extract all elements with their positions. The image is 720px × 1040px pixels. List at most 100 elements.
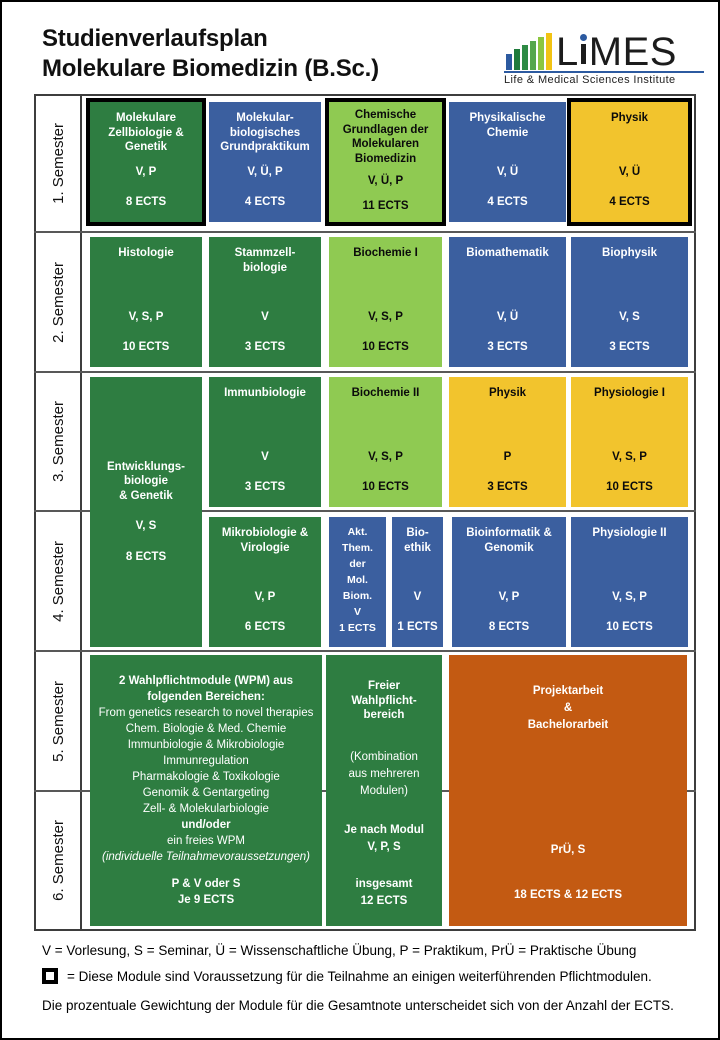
module-freier-wahlpflichtbereich: Freier Wahlpflicht- bereich (Kombination… — [326, 655, 442, 926]
legend-highlight: = Diese Module sind Voraussetzung für di… — [42, 968, 652, 984]
module-format: V, Ü — [496, 166, 519, 178]
module-ects: 6 ECTS — [244, 620, 286, 633]
module-format: V, P — [254, 591, 276, 603]
wordmark-mes: MES — [588, 30, 677, 74]
module-title: Physiologie I — [594, 387, 665, 399]
module-format: V — [413, 591, 422, 603]
module-physikalische-chemie: Physikalische Chemie V, Ü 4 ECTS — [449, 102, 566, 222]
wpm-heading: 2 Wahlpflichtmodule (WPM) aus folgenden … — [119, 675, 293, 703]
module-title: Bio- ethik — [404, 527, 431, 554]
module-bioinformatik-genomik: Bioinformatik & Genomik V, P 8 ECTS — [452, 517, 566, 647]
module-title: Molekulare Zellbiologie & Genetik — [108, 112, 184, 153]
module-title: Mikrobiologie & Virologie — [221, 527, 309, 554]
module-title: Entwicklungs- biologie & Genetik — [107, 460, 185, 502]
module-format: V, P — [498, 591, 520, 603]
module-title: Bioinformatik & Genomik — [466, 527, 552, 554]
module-title: Physikalische Chemie — [469, 112, 546, 139]
i-stem — [581, 44, 587, 64]
module-ects: 8 ECTS — [125, 550, 167, 563]
semester-label-1: 1. Semester — [49, 123, 67, 204]
module-ects: 11 ECTS — [362, 199, 409, 212]
wpm-connector: und/oder — [181, 819, 231, 831]
table-border — [34, 94, 696, 931]
module-ects: 4 ECTS — [244, 195, 286, 208]
module-aktuelle-themen: Akt. Them. der Mol. Biom. V 1 ECTS — [329, 517, 386, 647]
row-divider — [34, 231, 696, 233]
module-ects: 1 ECTS — [339, 622, 376, 634]
module-format: V, S, P — [128, 311, 164, 323]
module-physik-1: Physik V, Ü 4 ECTS — [567, 98, 692, 226]
module-bioethik: Bio- ethik V 1 ECTS — [392, 517, 443, 647]
module-title: Biomathematik — [466, 247, 549, 259]
module-biophysik: Biophysik V, S 3 ECTS — [571, 237, 688, 367]
logo-bar — [506, 54, 512, 70]
module-ects: 8 ECTS — [488, 620, 530, 633]
module-title: Projektarbeit & Bachelorarbeit — [527, 685, 609, 731]
page-title-line1: Studienverlaufsplan — [42, 25, 268, 52]
module-entwicklungsbiologie-genetik: Entwicklungs- biologie & Genetik V, S 8 … — [90, 377, 202, 647]
limes-bars-icon — [506, 33, 552, 70]
module-biochemie-1: Biochemie I V, S, P 10 ECTS — [329, 237, 442, 367]
i-dot-icon — [580, 34, 588, 41]
page-title: Studienverlaufsplan Molekulare Biomedizi… — [42, 24, 379, 84]
row-divider — [34, 371, 696, 373]
module-ects: 10 ECTS — [122, 340, 170, 353]
wordmark-i-glyph — [580, 34, 588, 64]
wpm-area: Genomik & Gentargeting — [142, 787, 270, 799]
module-immunbiologie: Immunbiologie V 3 ECTS — [209, 377, 321, 507]
module-format: V — [261, 311, 269, 323]
module-title: Physik — [610, 112, 649, 124]
module-title: Freier Wahlpflicht- bereich — [351, 680, 417, 721]
semester-label-2: 2. Semester — [49, 261, 67, 343]
module-format: V, S, P — [612, 591, 647, 603]
module-subtitle: (Kombination aus mehreren Modulen) — [348, 750, 420, 797]
module-title: Stammzell- biologie — [234, 247, 296, 274]
module-biomathematik: Biomathematik V, Ü 3 ECTS — [449, 237, 566, 367]
module-format: V, S — [619, 311, 640, 323]
wpm-area: Pharmakologie & Toxikologie — [132, 771, 280, 783]
module-title: Akt. Them. der Mol. Biom. — [342, 526, 373, 602]
module-ects: 3 ECTS — [487, 340, 528, 353]
module-format: V, Ü — [496, 311, 519, 323]
module-title: Chemische Grundlagen der Molekularen Bio… — [342, 109, 429, 165]
module-format: P — [503, 451, 512, 463]
module-format: PrÜ, S — [550, 844, 586, 856]
module-histologie: Histologie V, S, P 10 ECTS — [90, 237, 202, 367]
module-format: Je nach Modul V, P, S — [344, 823, 424, 853]
semester-label-4: 4. Semester — [49, 540, 67, 622]
semester-label-6: 6. Semester — [49, 820, 67, 901]
module-format: V, Ü, P — [367, 175, 404, 187]
module-title: Biochemie II — [351, 387, 420, 399]
module-ects: 10 ECTS — [362, 480, 409, 493]
module-format: V — [261, 451, 269, 463]
limes-wordmark: L MES — [556, 32, 677, 72]
module-title: Immunbiologie — [224, 387, 306, 399]
module-ects: 3 ECTS — [244, 340, 286, 353]
module-title: Physik — [488, 387, 527, 399]
wpm-area: Immunbiologie & Mikrobiologie — [127, 739, 285, 751]
legend-highlight-text: = Diese Module sind Voraussetzung für di… — [67, 968, 652, 984]
module-physik-2: Physik P 3 ECTS — [449, 377, 566, 507]
module-wahlpflichtmodule: 2 Wahlpflichtmodule (WPM) aus folgenden … — [90, 655, 322, 926]
logo-subtitle: Life & Medical Sciences Institute — [504, 74, 676, 86]
module-title: Biochemie I — [353, 247, 418, 259]
limes-logo: L MES Life & Medical Sciences Institute — [504, 22, 710, 86]
logo-bar — [514, 49, 520, 70]
logo-underline — [504, 71, 704, 73]
wpm-free-note: (individuelle Teilnahmevoraussetzungen) — [102, 851, 310, 863]
module-ects: 10 ECTS — [606, 480, 653, 493]
module-title: Histologie — [118, 247, 174, 259]
module-chemische-grundlagen: Chemische Grundlagen der Molekularen Bio… — [325, 98, 446, 226]
module-ects: 3 ECTS — [244, 480, 286, 493]
wpm-area: From genetics research to novel therapie… — [98, 707, 314, 719]
label-column-divider — [80, 94, 82, 931]
legend-abbreviations: V = Vorlesung, S = Seminar, Ü = Wissensc… — [42, 943, 637, 958]
module-format: V, S, P — [612, 451, 647, 463]
module-ects: 1 ECTS — [397, 620, 438, 633]
module-ects: 4 ECTS — [609, 195, 650, 208]
wpm-free-option: ein freies WPM — [167, 835, 245, 847]
module-ects: 4 ECTS — [487, 195, 528, 208]
module-ects: 3 ECTS — [487, 480, 528, 493]
row-divider — [34, 650, 696, 652]
